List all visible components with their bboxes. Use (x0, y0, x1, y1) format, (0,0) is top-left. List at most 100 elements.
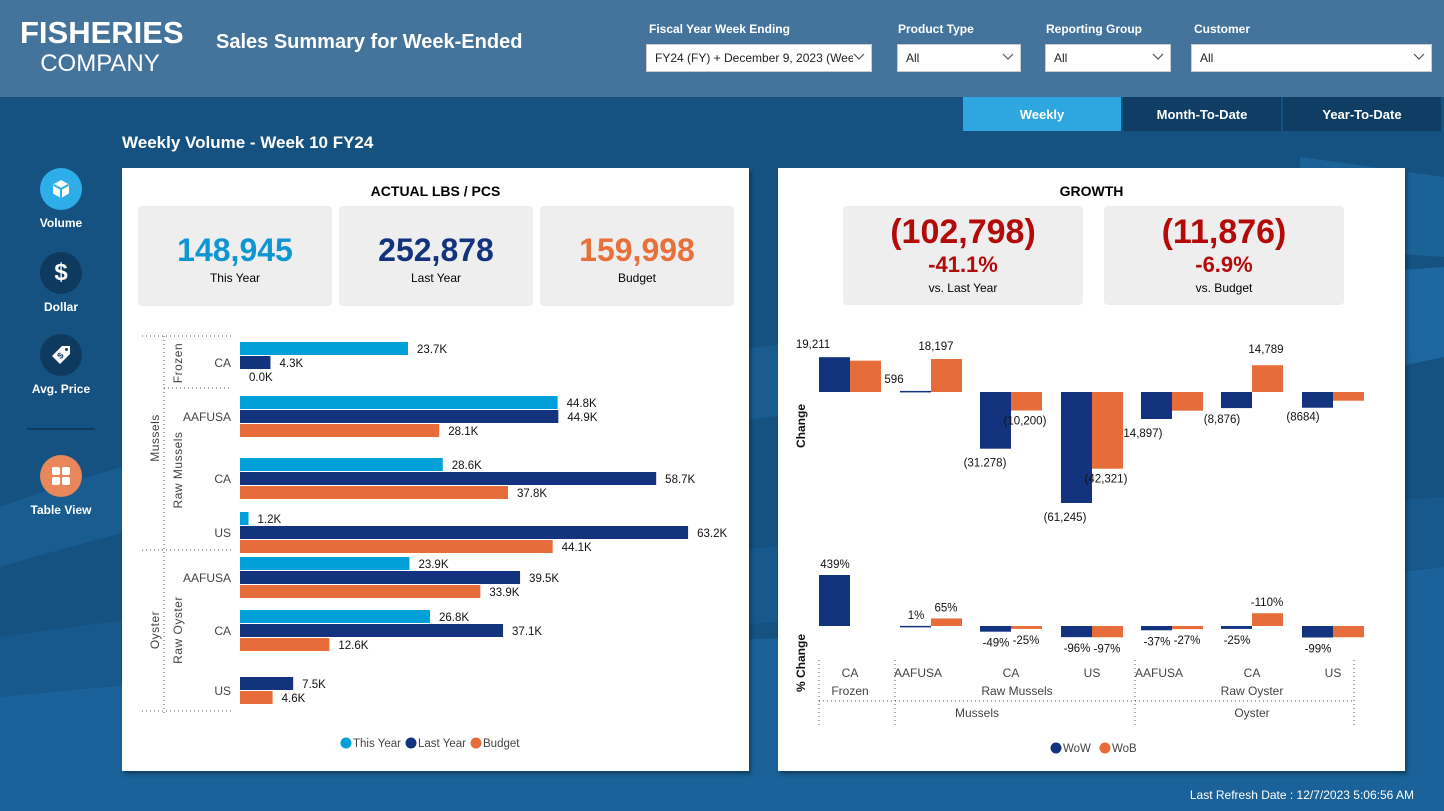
bar-this-year (240, 557, 410, 570)
chevron-down-icon (1413, 53, 1425, 63)
bar-value-label: 18,197 (918, 341, 953, 353)
bar-value-label: 14,789 (1248, 344, 1283, 356)
kpi-value: 159,998 (579, 232, 695, 268)
row-label: US (214, 526, 231, 540)
bar-wow (1221, 392, 1252, 409)
bar-value-label: 44.9K (567, 412, 597, 424)
y-axis-label: % Change (794, 634, 808, 692)
x-axis-category: AAFUSA (1135, 666, 1183, 680)
chevron-down-icon (1002, 53, 1014, 63)
tab-year-to-date[interactable]: Year-To-Date (1283, 97, 1441, 131)
bar-wob-pct (1252, 613, 1283, 626)
kpi-value: 252,878 (378, 232, 494, 268)
x-axis-subgroup: Raw Oyster (1221, 684, 1284, 698)
filter-label: Reporting Group (1046, 22, 1142, 36)
nav-volume[interactable]: Volume (0, 168, 122, 230)
subgroup-label: Raw Oyster (171, 596, 185, 664)
row-label: AAFUSA (183, 571, 231, 585)
x-axis-group: Mussels (955, 706, 999, 720)
bar-value-label: 44.1K (562, 542, 592, 554)
legend-label: Budget (483, 738, 520, 750)
bar-budget (240, 424, 440, 437)
nav-label: Dollar (43, 300, 78, 314)
fiscal-week-dropdown[interactable]: FY24 (FY) + December 9, 2023 (Wee... (646, 44, 872, 72)
reporting-group-dropdown[interactable]: All (1045, 44, 1171, 72)
nav-label: Avg. Price (31, 382, 91, 396)
bar-value-label: 4.6K (282, 693, 306, 705)
bar-wob-pct (1172, 626, 1203, 630)
dropdown-value: FY24 (FY) + December 9, 2023 (Wee... (655, 51, 853, 65)
row-label: AAFUSA (183, 410, 231, 424)
nav-table-view[interactable]: Table View (0, 455, 122, 517)
kpi-label: Budget (617, 271, 657, 285)
bar-value-label: (8,876) (1204, 414, 1241, 426)
legend-label: WoB (1112, 743, 1137, 755)
cube-icon (40, 168, 82, 210)
x-axis-subgroup: Raw Mussels (981, 684, 1052, 698)
legend-label: Last Year (418, 738, 466, 750)
bar-this-year (240, 512, 249, 525)
bar-value-label: 63.2K (697, 528, 727, 540)
nav-divider (27, 428, 95, 430)
period-tabs: Weekly Month-To-Date Year-To-Date (963, 97, 1443, 131)
row-label: US (214, 684, 231, 698)
legend-marker (1050, 742, 1062, 754)
nav-label: Volume (39, 216, 83, 230)
dropdown-value: All (1054, 51, 1068, 65)
bar-last-year (240, 526, 689, 539)
x-axis-category: US (1084, 666, 1101, 680)
bar-wow-pct (819, 575, 850, 626)
bar-value-label: 39.5K (529, 573, 559, 585)
customer-dropdown[interactable]: All (1191, 44, 1432, 72)
legend-marker (340, 737, 352, 749)
x-axis-subgroup: Frozen (831, 684, 868, 698)
header-bar: FISHERIES COMPANY Sales Summary for Week… (0, 0, 1444, 97)
kpi-value: 148,945 (177, 232, 293, 268)
bar-value-label: 7.5K (302, 679, 326, 691)
bar-wob (1333, 392, 1364, 401)
x-axis-category: CA (1003, 666, 1020, 680)
growth-card: GROWTH (102,798) -41.1% vs. Last Year (1… (778, 168, 1405, 771)
nav-dollar[interactable]: $ Dollar (0, 252, 122, 314)
bar-wow-pct (900, 625, 931, 628)
bar-last-year (240, 677, 294, 690)
kpi-value: (11,876) (1161, 213, 1287, 251)
bar-wob (1092, 392, 1123, 469)
tab-month-to-date[interactable]: Month-To-Date (1123, 97, 1281, 131)
row-label: CA (214, 624, 231, 638)
filter-label: Customer (1194, 22, 1251, 36)
growth-card-title: GROWTH (1059, 183, 1124, 199)
x-axis-category: CA (1244, 666, 1261, 680)
tab-weekly[interactable]: Weekly (963, 97, 1121, 131)
nav-avg-price[interactable]: $ Avg. Price (0, 334, 122, 396)
bar-value-label: 4.3K (279, 358, 303, 370)
filter-customer: Customer All (1191, 22, 1432, 72)
logo-line1: FISHERIES (20, 15, 184, 50)
kpi-percent: -41.1% (928, 252, 998, 277)
bar-wow (900, 390, 931, 393)
chevron-down-icon (853, 53, 865, 63)
kpi-label: vs. Last Year (928, 281, 998, 295)
kpi-label: Last Year (410, 271, 462, 285)
kpi-label: This Year (209, 271, 261, 285)
bar-wow (819, 357, 850, 392)
bar-wob (850, 360, 881, 392)
growth-bar-chart: Change 19,211 596 (31.278) (61,245) (14,897) (… (794, 339, 1364, 755)
svg-text:$: $ (55, 350, 66, 361)
logo-line2: COMPANY (40, 50, 160, 77)
section-title: Weekly Volume - Week 10 FY24 (122, 133, 374, 152)
bar-value-label: 1.2K (258, 514, 282, 526)
actual-card-title: ACTUAL LBS / PCS (370, 183, 501, 199)
bar-value-label: 33.9K (489, 587, 519, 599)
bar-value-label: 58.7K (665, 474, 695, 486)
bar-last-year (240, 624, 504, 637)
subgroup-label: Frozen (171, 343, 185, 383)
bar-value-label: 596 (884, 374, 903, 386)
bar-wob (931, 359, 962, 392)
price-tag-icon: $ (40, 334, 82, 376)
kpi-last-year: 252,878 Last Year (339, 206, 533, 306)
kpi-vs-last-year: (102,798) -41.1% vs. Last Year (843, 206, 1083, 305)
bar-value-label: 23.9K (418, 559, 448, 571)
bar-value-label: 12.6K (338, 640, 368, 652)
product-type-dropdown[interactable]: All (897, 44, 1021, 72)
